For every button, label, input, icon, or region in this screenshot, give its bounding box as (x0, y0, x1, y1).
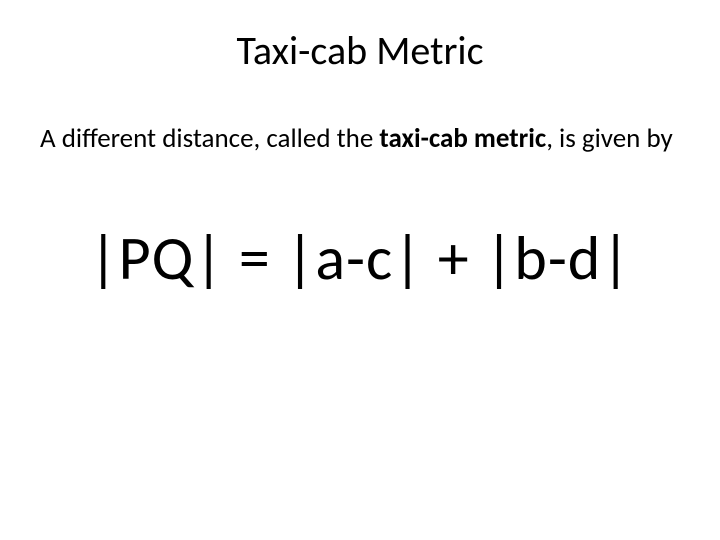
slide: Taxi-cab Metric A different distance, ca… (0, 0, 720, 540)
slide-title: Taxi-cab Metric (0, 26, 720, 75)
body-text-bold: taxi-cab metric (379, 122, 546, 155)
body-paragraph: A different distance, called the taxi-ca… (40, 122, 680, 156)
formula-text: |PQ| = |a-c| + |b-d| (0, 220, 720, 296)
body-text-post: , is given by (546, 122, 673, 155)
body-text-pre: A different distance, called the (40, 122, 379, 155)
